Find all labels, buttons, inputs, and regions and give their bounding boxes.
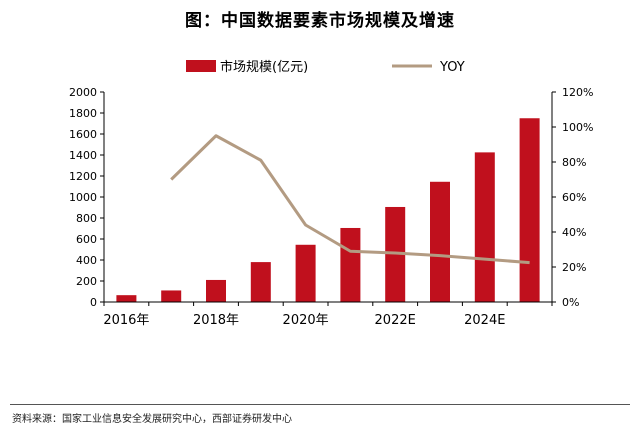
- left-tick-label: 1800: [69, 107, 97, 120]
- right-tick-label: 80%: [562, 156, 586, 169]
- bar-2025E: [519, 118, 540, 302]
- bar-series: [116, 118, 540, 302]
- right-tick-label: 100%: [562, 121, 593, 134]
- right-tick-label: 0%: [562, 296, 579, 309]
- legend: 市场规模(亿元) YOY: [186, 59, 465, 75]
- legend-bar-label: 市场规模(亿元): [220, 59, 308, 75]
- right-tick-label: 120%: [562, 86, 593, 99]
- legend-line-label: YOY: [439, 60, 465, 75]
- left-tick-label: 1000: [69, 191, 97, 204]
- left-tick-label: 0: [90, 296, 97, 309]
- source-divider: [10, 404, 630, 405]
- x-tick-label: 2016年: [103, 313, 149, 328]
- x-tick-label: 2022E: [375, 313, 416, 328]
- bar-2019年: [250, 262, 271, 302]
- x-tick-label: 2024E: [464, 313, 505, 328]
- axes: 0 200 400 600 800 1000 1200 1400 1600 1800 2000 0% 2…: [69, 86, 593, 328]
- left-tick-label: 2000: [69, 86, 97, 99]
- left-tick-label: 1200: [69, 170, 97, 183]
- x-tick-label: 2020年: [283, 313, 329, 328]
- source-note: 资料来源：国家工业信息安全发展研究中心，西部证券研发中心: [12, 414, 292, 425]
- bar-2021年: [340, 227, 361, 302]
- bar-2024E: [474, 152, 495, 302]
- yoy-line-series: [170, 134, 530, 265]
- left-tick-label: 200: [76, 275, 97, 288]
- x-tick-label: 2018年: [193, 313, 239, 328]
- bar-2017年: [161, 290, 182, 302]
- bar-2020年: [295, 244, 316, 302]
- left-tick-label: 400: [76, 254, 97, 267]
- right-tick-label: 40%: [562, 226, 586, 239]
- legend-bar-swatch: [186, 60, 216, 72]
- left-tick-label: 1600: [69, 128, 97, 141]
- right-tick-label: 60%: [562, 191, 586, 204]
- bar-2016年: [116, 295, 137, 302]
- right-tick-label: 20%: [562, 261, 586, 274]
- bar-2023E: [430, 181, 450, 302]
- left-tick-label: 1400: [69, 149, 97, 162]
- left-tick-label: 800: [76, 212, 97, 225]
- bar-2018年: [206, 279, 226, 302]
- left-tick-label: 600: [76, 233, 97, 246]
- chart-title: 图：中国数据要素市场规模及增速: [185, 11, 455, 31]
- yoy-line: [170, 134, 530, 265]
- chart: 市场规模(亿元) YOY 0 200 400 600 800 1000 1200 1400 160…: [69, 59, 593, 328]
